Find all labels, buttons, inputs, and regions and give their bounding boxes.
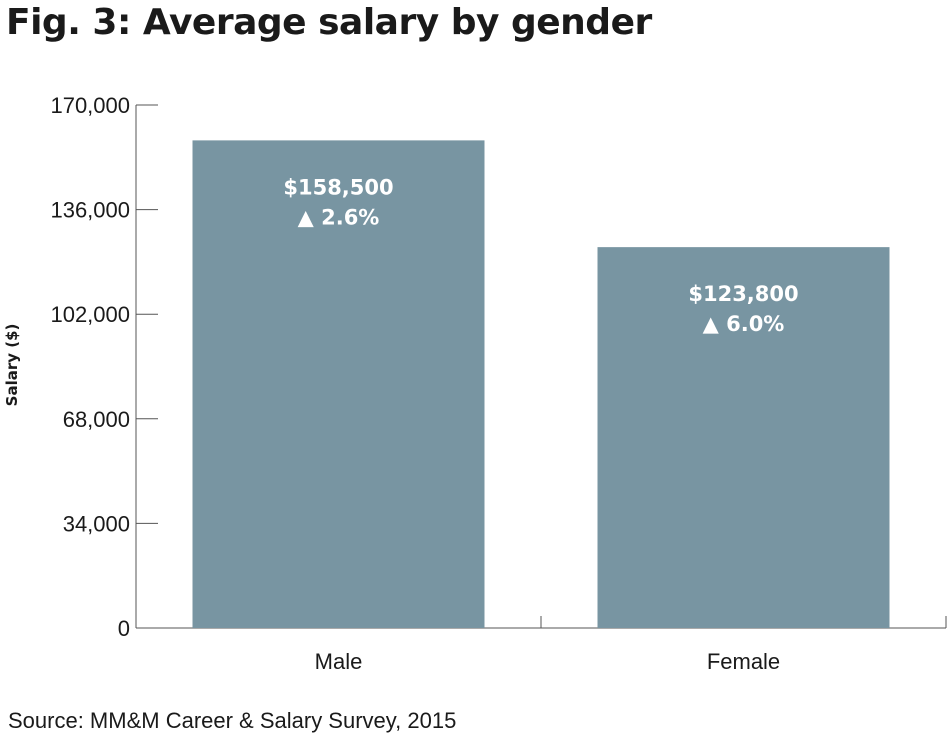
bar-male <box>192 140 485 629</box>
bar-female <box>597 247 890 628</box>
y-tick-label: 34,000 <box>63 511 130 536</box>
source-note: Source: MM&M Career & Salary Survey, 201… <box>8 708 457 733</box>
data-label-change: ▲ 6.0% <box>703 312 785 336</box>
x-category-label: Female <box>707 649 780 674</box>
y-tick-label: 136,000 <box>50 198 130 223</box>
x-category-label: Male <box>315 649 363 674</box>
y-tick-label: 0 <box>118 616 130 641</box>
data-label-value: $123,800 <box>688 282 798 306</box>
chart-title: Fig. 3: Average salary by gender <box>6 2 652 43</box>
y-tick-label: 68,000 <box>63 407 130 432</box>
y-tick-label: 102,000 <box>50 302 130 327</box>
data-label-change: ▲ 2.6% <box>298 205 380 229</box>
y-tick-label: 170,000 <box>50 93 130 118</box>
y-axis-label: Salary ($) <box>3 324 21 407</box>
data-label-value: $158,500 <box>283 175 393 199</box>
